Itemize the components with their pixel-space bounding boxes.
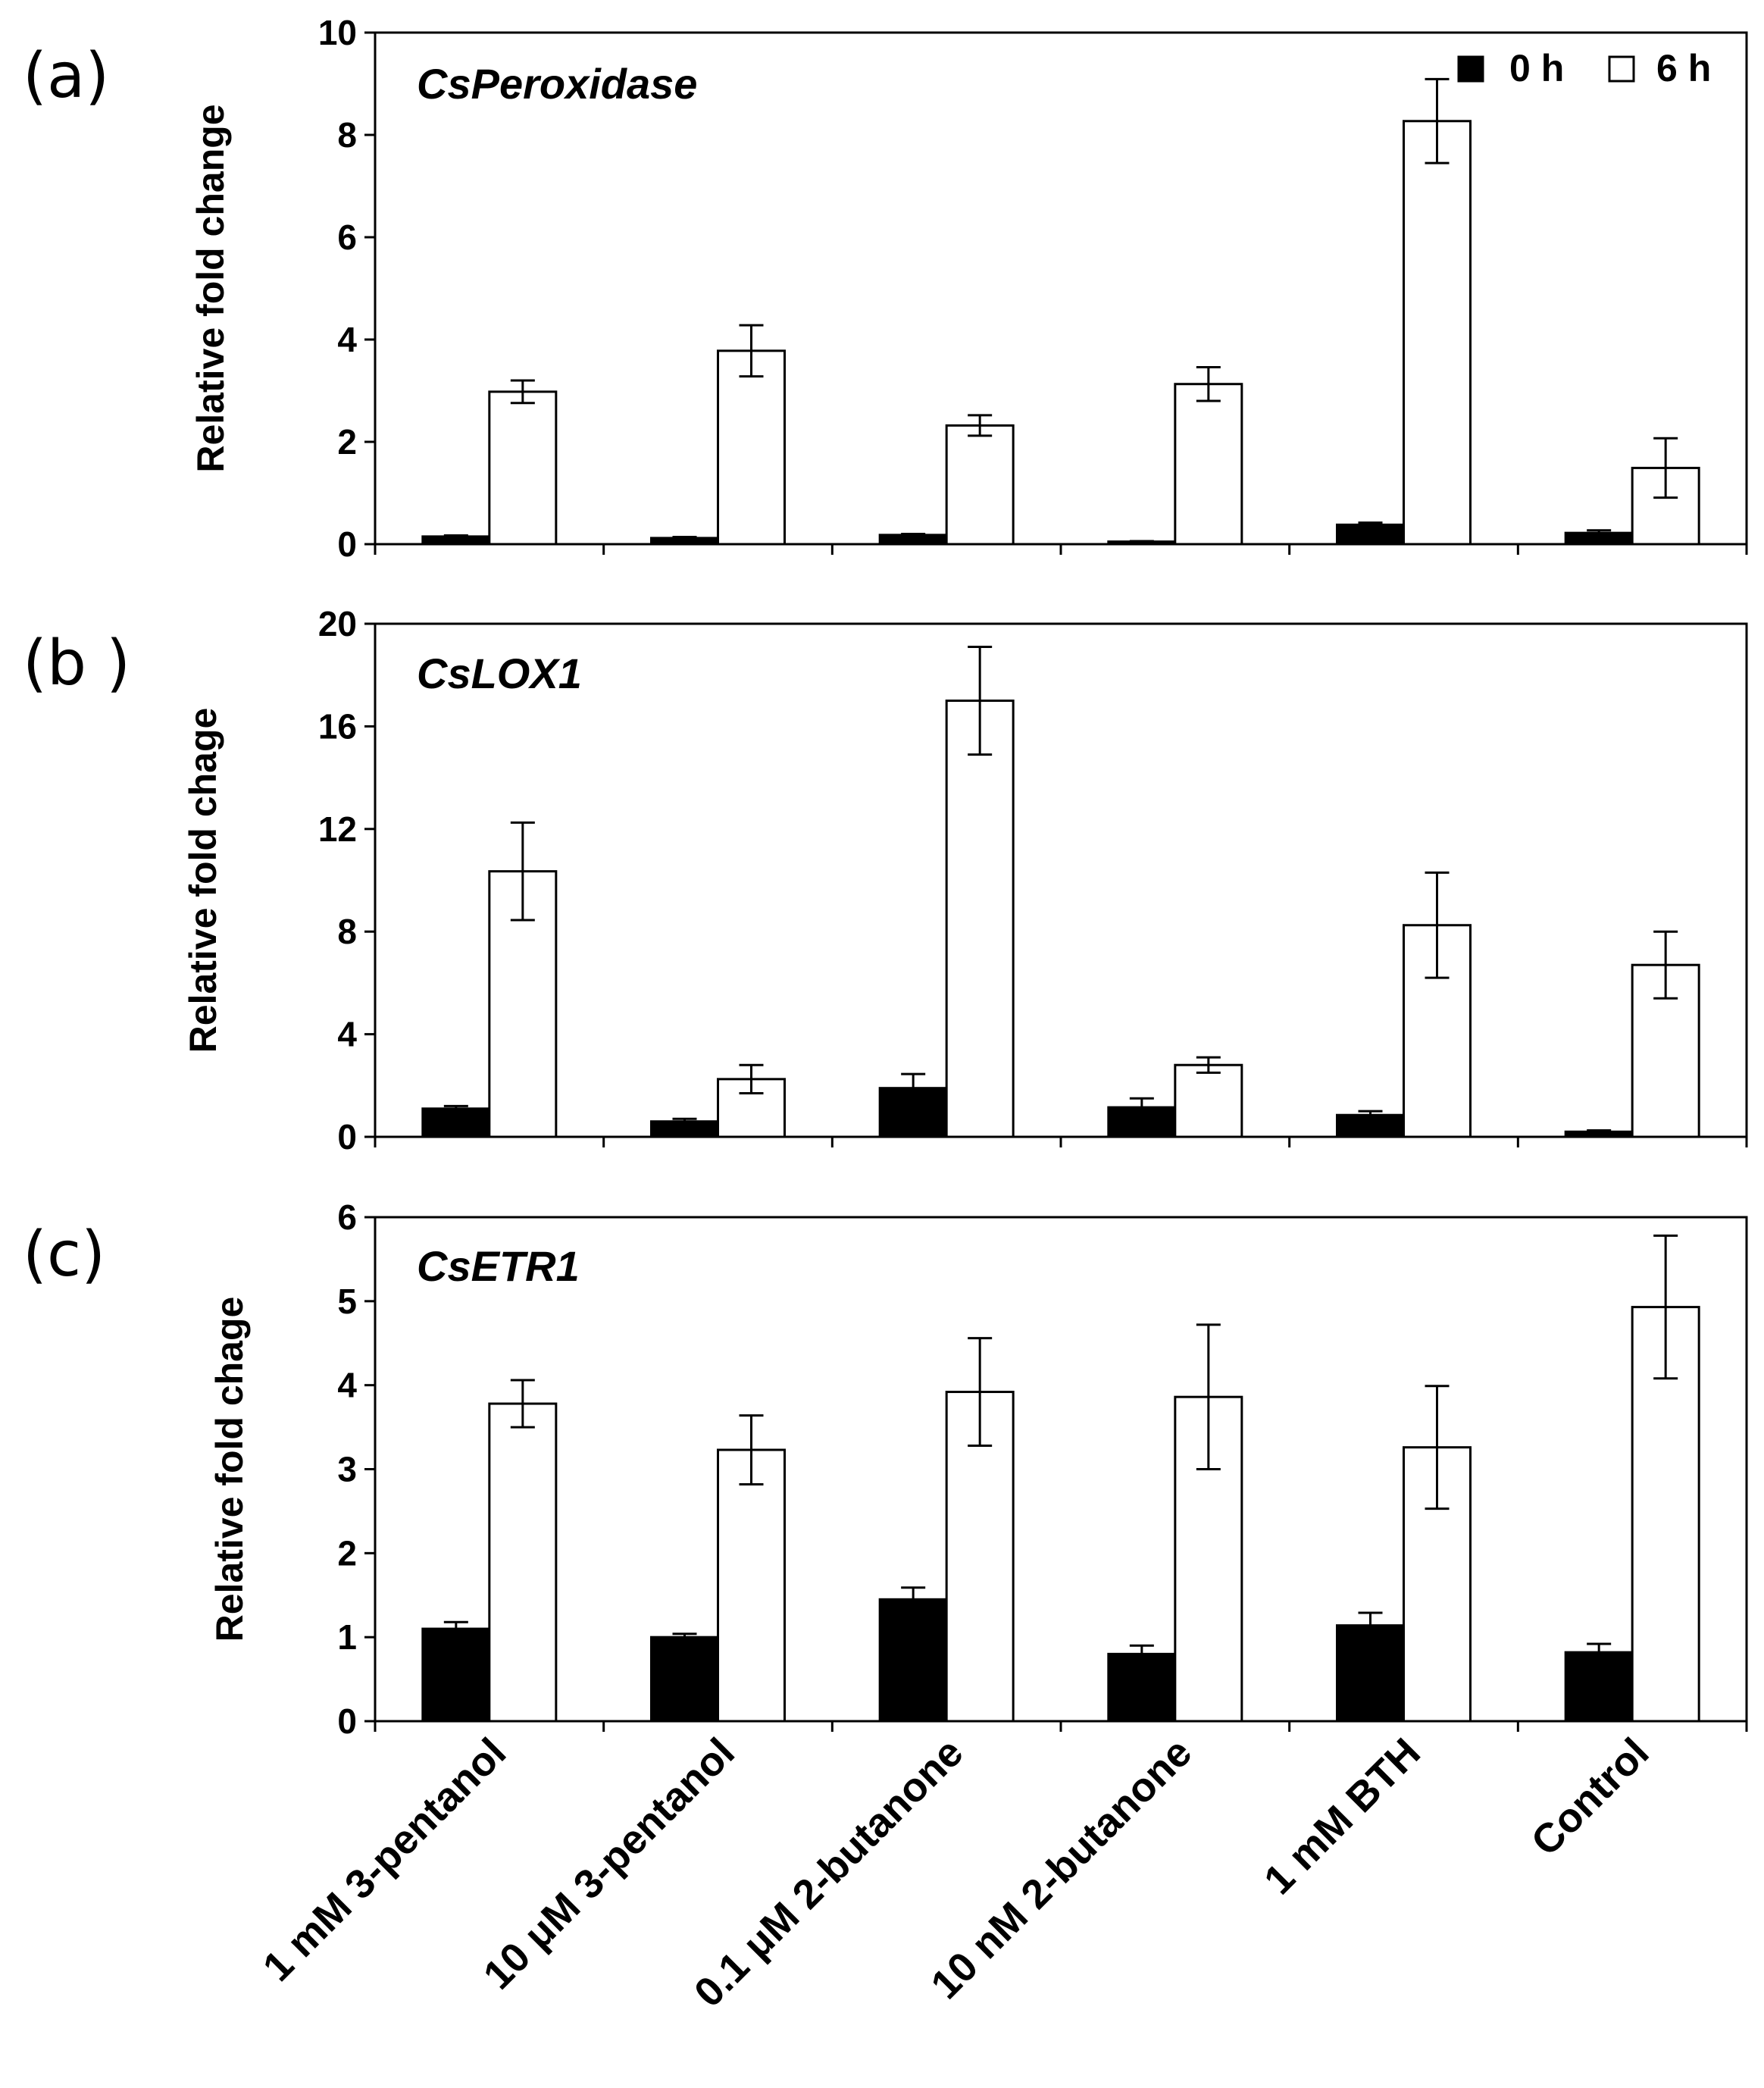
y-tick-label: 2 xyxy=(337,1533,357,1573)
y-tick-label: 8 xyxy=(337,115,357,155)
y-axis-title: Relative fold chage xyxy=(182,708,224,1053)
y-tick-label: 3 xyxy=(337,1450,357,1489)
bar-0h-4 xyxy=(1336,1624,1405,1723)
bar-6h-1 xyxy=(717,1448,786,1723)
y-tick-label: 2 xyxy=(337,422,357,462)
category-label: 10 nM 2-butanone xyxy=(922,1730,1200,2008)
bar-0h-2 xyxy=(878,1598,948,1723)
chart-title: CsPeroxidase xyxy=(417,60,697,108)
panel-label: (a) xyxy=(23,40,109,112)
chart-title: CsLOX1 xyxy=(417,650,582,697)
bar-0h-1 xyxy=(650,1636,719,1723)
legend-swatch-1 xyxy=(1608,55,1635,83)
bar-6h-5 xyxy=(1631,1306,1700,1723)
category-label: 1 mM 3-pentanol xyxy=(255,1730,515,1990)
y-tick-label: 20 xyxy=(318,604,357,643)
bar-6h-0 xyxy=(488,1402,558,1723)
legend-swatch-0 xyxy=(1457,55,1484,83)
bar-6h-0 xyxy=(488,390,558,546)
legend-label: 0 h xyxy=(1509,47,1564,89)
y-tick-label: 8 xyxy=(337,912,357,951)
bar-6h-3 xyxy=(1174,1063,1243,1138)
y-tick-label: 6 xyxy=(337,218,357,257)
y-tick-label: 4 xyxy=(337,320,357,359)
bar-6h-1 xyxy=(717,349,786,546)
plot-frame xyxy=(374,1216,1748,1723)
y-tick-label: 10 xyxy=(318,13,357,52)
panel-label: (c) xyxy=(23,1219,105,1291)
y-tick-label: 5 xyxy=(337,1282,357,1321)
panel-label: (b ) xyxy=(23,628,130,700)
y-tick-label: 1 xyxy=(337,1617,357,1657)
bar-0h-0 xyxy=(421,1627,491,1723)
y-tick-label: 4 xyxy=(337,1366,357,1405)
bar-6h-2 xyxy=(945,424,1015,546)
bar-6h-3 xyxy=(1174,383,1243,546)
category-label: 10 μM 3-pentanol xyxy=(475,1730,743,1998)
plot-frame xyxy=(374,31,1748,546)
bar-0h-5 xyxy=(1564,1651,1634,1723)
y-tick-label: 12 xyxy=(318,809,357,849)
y-tick-label: 4 xyxy=(337,1015,357,1054)
y-tick-label: 0 xyxy=(337,1701,357,1741)
bar-0h-3 xyxy=(1107,1652,1177,1723)
bar-6h-4 xyxy=(1403,120,1472,546)
y-tick-label: 0 xyxy=(337,1117,357,1157)
bar-6h-5 xyxy=(1631,963,1700,1138)
category-label: 1 mM BTH xyxy=(1256,1730,1429,1903)
y-axis-title: Relative fold chage xyxy=(208,1297,251,1642)
category-label: Control xyxy=(1522,1730,1657,1864)
plot-frame xyxy=(374,622,1748,1138)
y-axis-title: Relative fold change xyxy=(189,104,232,472)
y-tick-label: 0 xyxy=(337,524,357,564)
chart-title: CsETR1 xyxy=(417,1242,580,1290)
legend-label: 6 h xyxy=(1656,47,1711,89)
y-tick-label: 6 xyxy=(337,1197,357,1237)
bar-6h-2 xyxy=(945,700,1015,1138)
y-tick-label: 16 xyxy=(318,706,357,746)
bar-0h-0 xyxy=(421,1107,491,1138)
